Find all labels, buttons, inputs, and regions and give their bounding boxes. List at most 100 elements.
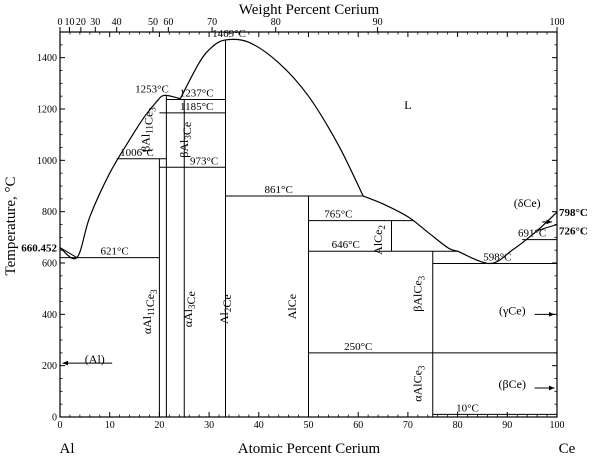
temperature-label: 250°C [344, 341, 372, 353]
phase-region-label: (δCe) [514, 196, 541, 210]
phase-label-part: αAl [140, 315, 154, 334]
phase-label-part: 2 [377, 225, 387, 230]
temperature-label: 1237°C [180, 88, 214, 100]
y-tick-label: 200 [42, 361, 57, 372]
y-tick-label: 1000 [37, 156, 57, 167]
temperature-label: 660.452 [21, 243, 57, 255]
phase-label-part: 2 [223, 308, 233, 313]
phase-label-part: βAlCe [410, 280, 424, 311]
temperature-label: 798°C [559, 207, 588, 219]
phase-label-part: Ce [180, 122, 194, 135]
liquidus-curve [179, 38, 364, 197]
phase-label-part: αAlCe [410, 370, 424, 402]
top-tick-label: 30 [90, 17, 100, 28]
x-tick-label: 70 [403, 420, 413, 431]
phase-label-part: βAl [138, 133, 152, 152]
y-tick-label: 0 [52, 413, 57, 424]
x-tick-label: 10 [105, 420, 115, 431]
x-tick-label: 80 [453, 420, 463, 431]
top-tick-label: 100 [550, 17, 565, 28]
temperature-label: 691°C [518, 228, 546, 240]
temperature-label: 1185°C [180, 101, 213, 113]
temperature-label: 726°C [559, 226, 588, 238]
right-end-label: Ce [559, 441, 576, 456]
top-tick-label: 20 [76, 17, 86, 28]
temperature-label: 621°C [101, 246, 129, 258]
phase-label-part: Ce [143, 294, 157, 307]
top-tick-label: 0 [58, 17, 63, 28]
phase-label-part: 3 [416, 365, 426, 370]
top-tick-label: 10 [64, 17, 74, 28]
top-tick-label: 70 [207, 17, 217, 28]
top-tick-label: 90 [373, 17, 383, 28]
top-tick-label: 60 [163, 17, 173, 28]
left-end-label: Al [60, 441, 75, 456]
phase-region-label: βAlCe3 [410, 275, 426, 311]
phase-region-label: (βCe) [499, 377, 526, 391]
temperature-label: 861°C [265, 184, 293, 196]
y-tick-label: 400 [42, 310, 57, 321]
y-tick-label: 800 [42, 207, 57, 218]
liquidus-curve [362, 195, 458, 252]
phase-region-label: (Al) [85, 352, 105, 366]
arrow-head [62, 360, 69, 366]
phase-label-part: αAl [181, 308, 195, 327]
x-tick-label: 40 [254, 420, 264, 431]
phase-label-part: 11 [144, 125, 154, 134]
temperature-label: 1469°C [212, 28, 246, 40]
phase-label-part: Ce [141, 112, 155, 125]
temperature-label: 598°C [483, 252, 511, 264]
plot-area: 0 10 20 30 40 50 60 70 80 90 100020040060080010001… [21, 17, 588, 431]
phase-label-part: 3 [147, 107, 157, 112]
phase-region-label: αAlCe3 [410, 365, 426, 402]
x-tick-label: 0 [58, 420, 63, 431]
x-tick-label: 90 [502, 420, 512, 431]
x-axis-title: Atomic Percent Cerium [238, 441, 381, 456]
top-tick-label: 40 [112, 17, 122, 28]
phase-region-label: αAl3Ce [181, 291, 198, 327]
phase-label-part: 3 [187, 304, 197, 309]
phase-label-part: 3 [416, 275, 426, 280]
arrow-head [548, 385, 555, 391]
phase-label-part: Ce [184, 291, 198, 304]
arrow-head [546, 219, 553, 225]
phase-region-label: AlCe2 [371, 225, 387, 255]
phase-label-part: 3 [149, 289, 159, 294]
phase-label-part: Al [217, 311, 231, 324]
temperature-label: 765°C [324, 209, 352, 221]
phase-region-label: (γCe) [499, 303, 526, 317]
x-tick-label: 30 [204, 420, 214, 431]
x-tick-label: 60 [353, 420, 363, 431]
top-axis-title: Weight Percent Cerium [239, 2, 380, 18]
top-tick-label: 50 [148, 17, 158, 28]
phase-region-label: Al2Ce [217, 294, 234, 324]
top-tick-label: 80 [271, 17, 281, 28]
temperature-label: 10°C [456, 402, 479, 414]
y-tick-label: 1400 [37, 53, 57, 64]
phase-label-part: 3 [183, 135, 193, 140]
x-tick-label: 50 [304, 420, 314, 431]
phase-label-part: AlCe [371, 229, 385, 254]
phase-label-part: βAl [177, 139, 191, 158]
x-tick-label: 20 [154, 420, 164, 431]
arrow-head [548, 311, 555, 317]
phase-boundary-line [536, 224, 558, 232]
liquidus-curve [59, 94, 181, 260]
phase-boundary-line [59, 247, 78, 259]
phase-label-part: Ce [220, 294, 234, 307]
liquidus-curve [457, 211, 558, 265]
phase-label-part: 11 [146, 307, 156, 316]
temperature-label: 973°C [190, 155, 218, 167]
phase-region-label: AlCe [285, 294, 299, 319]
y-tick-label: 1200 [37, 105, 57, 116]
y-tick-label: 600 [42, 259, 57, 270]
phase-region-label: αAl11Ce3 [140, 289, 159, 334]
phase-region-label: βAl3Ce [177, 122, 194, 158]
x-tick-label: 100 [550, 420, 565, 431]
phase-region-label: βAl11Ce3 [138, 107, 157, 152]
temperature-label: 646°C [332, 239, 360, 251]
temperature-label: 1253°C [135, 83, 169, 95]
phase-region-label: L [404, 98, 411, 112]
